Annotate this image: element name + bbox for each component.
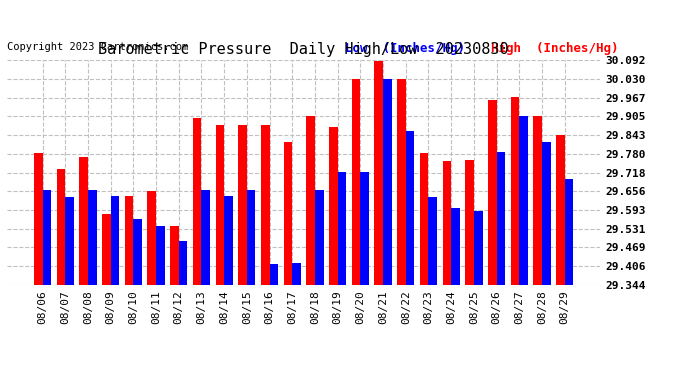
Text: Copyright 2023 Cartronics.com: Copyright 2023 Cartronics.com bbox=[7, 42, 188, 52]
Bar bbox=[315, 190, 324, 285]
Bar bbox=[337, 172, 346, 285]
Bar bbox=[406, 131, 415, 285]
Bar bbox=[420, 153, 428, 285]
Bar bbox=[57, 169, 65, 285]
Bar bbox=[397, 79, 406, 285]
Bar bbox=[375, 61, 383, 285]
Text: High  (Inches/Hg): High (Inches/Hg) bbox=[491, 42, 618, 55]
Title: Barometric Pressure  Daily High/Low  20230830: Barometric Pressure Daily High/Low 20230… bbox=[98, 42, 509, 57]
Bar bbox=[79, 157, 88, 285]
Bar bbox=[224, 196, 233, 285]
Bar bbox=[511, 97, 520, 285]
Bar bbox=[442, 161, 451, 285]
Bar bbox=[179, 241, 188, 285]
Bar bbox=[465, 160, 474, 285]
Bar bbox=[125, 196, 133, 285]
Bar bbox=[520, 116, 528, 285]
Bar bbox=[360, 172, 369, 285]
Bar bbox=[329, 127, 337, 285]
Bar bbox=[102, 214, 110, 285]
Bar bbox=[383, 79, 392, 285]
Bar bbox=[34, 153, 43, 285]
Bar bbox=[306, 116, 315, 285]
Bar bbox=[533, 116, 542, 285]
Bar bbox=[170, 226, 179, 285]
Bar bbox=[428, 198, 437, 285]
Text: Low  (Inches/Hg): Low (Inches/Hg) bbox=[345, 42, 465, 55]
Bar bbox=[488, 100, 497, 285]
Bar bbox=[110, 196, 119, 285]
Bar bbox=[43, 190, 51, 285]
Bar bbox=[156, 226, 165, 285]
Bar bbox=[133, 219, 142, 285]
Bar bbox=[293, 263, 301, 285]
Bar bbox=[270, 264, 278, 285]
Bar bbox=[497, 152, 505, 285]
Bar bbox=[352, 79, 360, 285]
Bar bbox=[451, 208, 460, 285]
Bar bbox=[65, 198, 74, 285]
Bar bbox=[215, 125, 224, 285]
Bar bbox=[284, 142, 293, 285]
Bar bbox=[148, 192, 156, 285]
Bar bbox=[556, 135, 564, 285]
Bar bbox=[542, 142, 551, 285]
Bar bbox=[193, 118, 201, 285]
Bar bbox=[201, 190, 210, 285]
Bar bbox=[564, 179, 573, 285]
Bar bbox=[238, 125, 247, 285]
Bar bbox=[88, 190, 97, 285]
Bar bbox=[474, 211, 482, 285]
Bar bbox=[247, 190, 255, 285]
Bar bbox=[261, 125, 270, 285]
